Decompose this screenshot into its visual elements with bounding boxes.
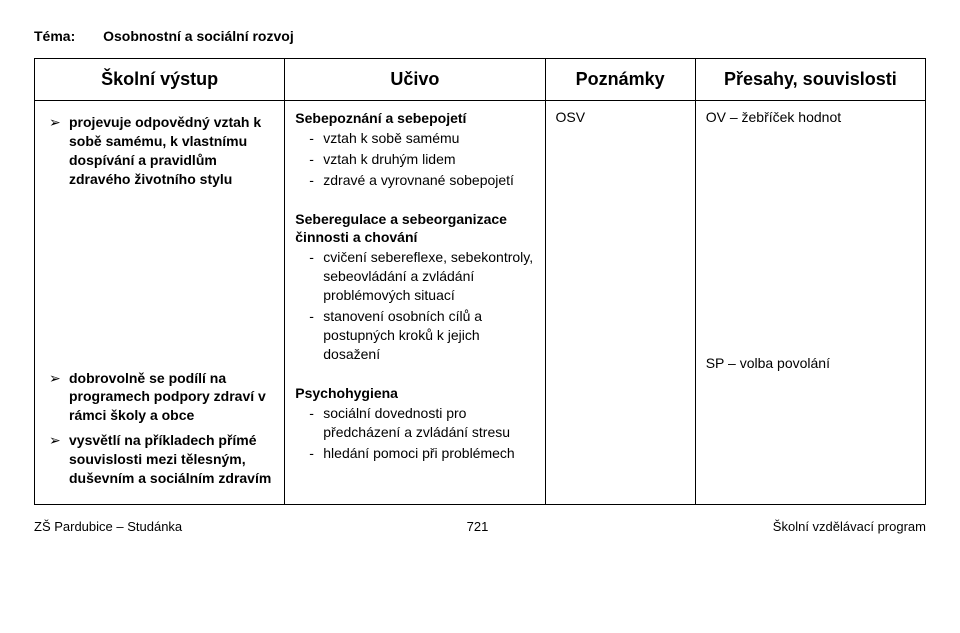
curriculum-block: Psychohygiena sociální dovednosti pro př… bbox=[295, 384, 534, 463]
curriculum-block: Seberegulace a sebeorganizace činnosti a… bbox=[295, 210, 534, 364]
footer-right: Školní vzdělávací program bbox=[773, 519, 926, 534]
list-item: stanovení osobních cílů a postupných kro… bbox=[309, 307, 534, 364]
col-header-overlaps: Přesahy, souvislosti bbox=[695, 59, 925, 101]
list-item: cvičení sebereflexe, sebekontroly, sebeo… bbox=[309, 248, 534, 305]
curriculum-title: Sebepoznání a sebepojetí bbox=[295, 109, 534, 127]
outcome-list: projevuje odpovědný vztah k sobě samému,… bbox=[45, 113, 274, 189]
list-item: dobrovolně se podílí na programech podpo… bbox=[45, 369, 274, 426]
cell-outcome: projevuje odpovědný vztah k sobě samému,… bbox=[35, 101, 285, 505]
list-item: projevuje odpovědný vztah k sobě samému,… bbox=[45, 113, 274, 189]
list-item: sociální dovednosti pro předcházení a zv… bbox=[309, 404, 534, 442]
cell-overlaps: OV – žebříček hodnot SP – volba povolání bbox=[695, 101, 925, 505]
list-item: vysvětlí na příkladech přímé souvislosti… bbox=[45, 431, 274, 488]
cell-curriculum: Sebepoznání a sebepojetí vztah k sobě sa… bbox=[285, 101, 545, 505]
col-header-outcome: Školní výstup bbox=[35, 59, 285, 101]
outcome-list: dobrovolně se podílí na programech podpo… bbox=[45, 369, 274, 488]
overlap-text: SP – volba povolání bbox=[706, 355, 915, 371]
col-header-notes: Poznámky bbox=[545, 59, 695, 101]
curriculum-table: Školní výstup Učivo Poznámky Přesahy, so… bbox=[34, 58, 926, 505]
topic-label: Téma: bbox=[34, 28, 75, 44]
topic-value: Osobnostní a sociální rozvoj bbox=[103, 28, 294, 44]
curriculum-list: sociální dovednosti pro předcházení a zv… bbox=[295, 404, 534, 463]
list-item: zdravé a vyrovnané sobepojetí bbox=[309, 171, 534, 190]
curriculum-list: vztah k sobě samému vztah k druhým lidem… bbox=[295, 129, 534, 190]
page: Téma: Osobnostní a sociální rozvoj Školn… bbox=[34, 28, 926, 534]
overlap-text: OV – žebříček hodnot bbox=[706, 109, 915, 125]
note-text: OSV bbox=[556, 109, 685, 125]
curriculum-title: Seberegulace a sebeorganizace činnosti a… bbox=[295, 210, 534, 246]
list-item: hledání pomoci při problémech bbox=[309, 444, 534, 463]
cell-notes: OSV bbox=[545, 101, 695, 505]
list-item: vztah k sobě samému bbox=[309, 129, 534, 148]
curriculum-list: cvičení sebereflexe, sebekontroly, sebeo… bbox=[295, 248, 534, 363]
footer-center: 721 bbox=[467, 519, 489, 534]
table-header-row: Školní výstup Učivo Poznámky Přesahy, so… bbox=[35, 59, 926, 101]
footer-left: ZŠ Pardubice – Studánka bbox=[34, 519, 182, 534]
list-item: vztah k druhým lidem bbox=[309, 150, 534, 169]
topic-line: Téma: Osobnostní a sociální rozvoj bbox=[34, 28, 926, 44]
page-footer: ZŠ Pardubice – Studánka 721 Školní vzděl… bbox=[34, 519, 926, 534]
curriculum-block: Sebepoznání a sebepojetí vztah k sobě sa… bbox=[295, 109, 534, 190]
curriculum-title: Psychohygiena bbox=[295, 384, 534, 402]
col-header-curriculum: Učivo bbox=[285, 59, 545, 101]
